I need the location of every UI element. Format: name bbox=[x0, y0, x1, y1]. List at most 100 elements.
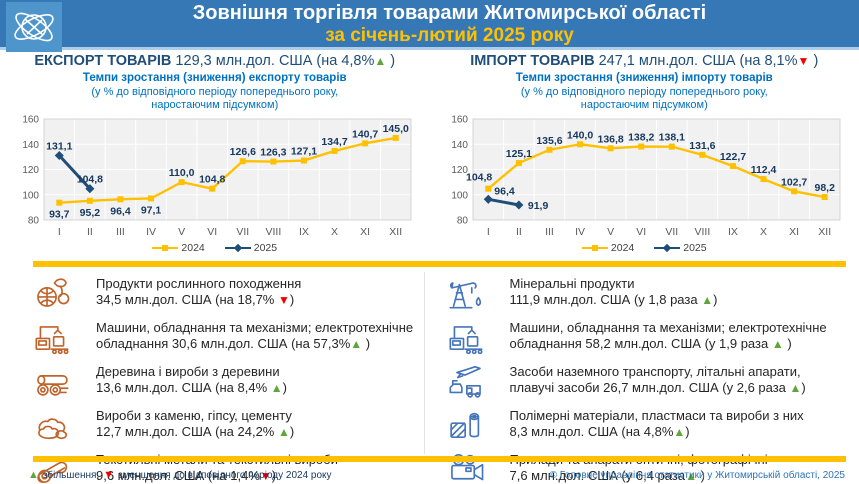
legend-2024: 2024 bbox=[581, 242, 635, 254]
trend-down-icon: ▼ bbox=[797, 54, 810, 68]
svg-text:V: V bbox=[607, 226, 614, 238]
svg-text:VI: VI bbox=[207, 226, 217, 238]
export-heading-title: ЕКСПОРТ ТОВАРІВ bbox=[34, 53, 172, 69]
import-product-list: Мінеральні продукти 111,9 млн.дол. США (у… bbox=[430, 270, 859, 484]
svg-text:135,6: 135,6 bbox=[537, 135, 563, 147]
svg-text:XI: XI bbox=[360, 226, 370, 238]
svg-text:VIII: VIII bbox=[695, 226, 711, 238]
svg-text:160: 160 bbox=[452, 115, 469, 126]
trend-down-icon: ▼ bbox=[259, 469, 272, 483]
svg-text:140: 140 bbox=[22, 140, 39, 151]
svg-text:104,8: 104,8 bbox=[466, 172, 492, 184]
product-name: Продукти рослинного походження bbox=[96, 275, 302, 291]
product-text: Мінеральні продукти 111,9 млн.дол. США (у… bbox=[488, 276, 718, 309]
banner-accent-strip bbox=[0, 47, 859, 50]
machinery-icon bbox=[444, 314, 488, 358]
svg-text:104,8: 104,8 bbox=[199, 174, 225, 186]
svg-text:110,0: 110,0 bbox=[169, 167, 195, 179]
product-name: Мінеральні продукти bbox=[509, 275, 635, 291]
product-value: 7,6 млн.дол. США (у 6,4 раза▲ ) bbox=[509, 468, 705, 483]
svg-text:145,0: 145,0 bbox=[382, 123, 408, 135]
export-heading: ЕКСПОРТ ТОВАРІВ 129,3 млн.дол. США (на 4… bbox=[0, 52, 430, 70]
svg-text:104,8: 104,8 bbox=[76, 174, 102, 186]
import-header: ІМПОРТ ТОВАРІВ 247,1 млн.дол. США (на 8,… bbox=[430, 52, 859, 112]
transport-icon bbox=[444, 358, 488, 402]
trend-up-icon: ▲ bbox=[771, 337, 784, 351]
copyright-text: © Головне управління статистики у Житоми… bbox=[549, 469, 845, 481]
svg-text:98,2: 98,2 bbox=[815, 182, 836, 194]
product-text: Машини, обладнання та механізми; електро… bbox=[488, 320, 827, 353]
title-banner: Зовнішня торгівля товарами Житомирської … bbox=[0, 0, 859, 47]
svg-text:102,7: 102,7 bbox=[781, 176, 807, 188]
legend-2024-label: 2024 bbox=[610, 242, 635, 254]
export-heading-value: 129,3 млн.дол. США (на 4,8% bbox=[171, 53, 375, 69]
legend-2025: 2025 bbox=[654, 242, 707, 254]
footer-legend-up-label: збільшення, bbox=[42, 469, 100, 481]
svg-text:VI: VI bbox=[636, 226, 646, 238]
svg-text:XII: XII bbox=[819, 226, 832, 238]
product-text: Деревина і вироби з деревини 13,6 млн.дол… bbox=[74, 364, 287, 397]
import-heading-title: ІМПОРТ ТОВАРІВ bbox=[470, 53, 595, 69]
page-subtitle: за січень-лютий 2025 року bbox=[325, 25, 574, 46]
footer-trend-legend: ▲ збільшення, ▼ зменшення до відповідног… bbox=[28, 468, 332, 481]
svg-text:II: II bbox=[87, 226, 93, 238]
product-item: Засоби наземного транспорту, літальні ап… bbox=[444, 358, 859, 402]
svg-text:IX: IX bbox=[299, 226, 309, 238]
product-item: Машини, обладнання та механізми; електро… bbox=[444, 314, 859, 358]
product-value: обладнання 30,6 млн.дол. США (на 57,3%▲ … bbox=[96, 336, 371, 351]
legend-2025: 2025 bbox=[224, 242, 278, 254]
svg-text:IV: IV bbox=[575, 226, 585, 238]
svg-text:136,8: 136,8 bbox=[598, 133, 624, 145]
import-chart-title: Темпи зростання (зниження) імпорту товар… bbox=[515, 72, 773, 84]
banner-titles: Зовнішня торгівля товарами Житомирської … bbox=[70, 1, 829, 47]
product-text: Машини, обладнання та механізми; електро… bbox=[74, 320, 413, 353]
column-divider bbox=[424, 272, 425, 454]
product-item: Продукти рослинного походження 34,5 млн.д… bbox=[30, 270, 430, 314]
product-name: Засоби наземного транспорту, літальні ап… bbox=[509, 363, 801, 379]
svg-text:I: I bbox=[487, 226, 490, 238]
svg-text:VII: VII bbox=[666, 226, 679, 238]
export-header: ЕКСПОРТ ТОВАРІВ 129,3 млн.дол. США (на 4… bbox=[0, 52, 430, 112]
svg-text:126,6: 126,6 bbox=[229, 146, 255, 158]
svg-text:IV: IV bbox=[146, 226, 156, 238]
svg-text:100: 100 bbox=[452, 190, 469, 201]
trend-up-icon: ▲ bbox=[685, 469, 697, 483]
svg-text:X: X bbox=[331, 226, 338, 238]
svg-text:160: 160 bbox=[22, 115, 39, 126]
svg-text:X: X bbox=[760, 226, 767, 238]
trend-up-icon: ▲ bbox=[277, 425, 290, 439]
import-chart-legend: 2024 2025 bbox=[430, 242, 859, 254]
svg-text:131,1: 131,1 bbox=[46, 140, 72, 152]
export-section: ЕКСПОРТ ТОВАРІВ 129,3 млн.дол. США (на 4… bbox=[0, 52, 430, 254]
svg-text:100: 100 bbox=[22, 190, 39, 201]
svg-text:140: 140 bbox=[452, 140, 469, 151]
product-text: Продукти рослинного походження 34,5 млн.д… bbox=[74, 276, 301, 309]
product-item: Мінеральні продукти 111,9 млн.дол. США (у… bbox=[444, 270, 859, 314]
svg-text:III: III bbox=[116, 226, 125, 238]
product-value: 13,6 млн.дол. США (на 8,4% ▲) bbox=[96, 380, 287, 395]
svg-text:80: 80 bbox=[28, 216, 40, 227]
product-name: Вироби з каменю, гіпсу, цементу bbox=[96, 407, 292, 423]
product-value: 34,5 млн.дол. США (на 18,7% ▼) bbox=[96, 292, 295, 307]
svg-text:III: III bbox=[545, 226, 554, 238]
export-chart-note1: (у % до відповідного періоду попередньог… bbox=[91, 86, 339, 98]
legend-2024: 2024 bbox=[152, 242, 205, 254]
globe-orbit-icon bbox=[14, 12, 54, 42]
product-name: Деревина і вироби з деревини bbox=[96, 363, 280, 379]
series-2024-marker-icon bbox=[581, 245, 608, 251]
export-chart-note2: наростаючим підсумком) bbox=[151, 99, 279, 111]
import-chart-note2: наростаючим підсумком) bbox=[580, 99, 708, 111]
trend-down-icon: ▼ bbox=[103, 468, 115, 481]
trend-up-icon: ▲ bbox=[270, 381, 283, 395]
svg-text:93,7: 93,7 bbox=[49, 209, 70, 221]
export-product-list: Продукти рослинного походження 34,5 млн.д… bbox=[0, 270, 430, 484]
svg-text:96,4: 96,4 bbox=[495, 185, 516, 197]
polymer-icon bbox=[444, 402, 488, 446]
product-text: Засоби наземного транспорту, літальні ап… bbox=[488, 364, 806, 397]
page-title: Зовнішня торгівля товарами Житомирської … bbox=[192, 2, 707, 24]
svg-text:138,2: 138,2 bbox=[628, 132, 654, 144]
svg-text:125,1: 125,1 bbox=[506, 148, 532, 160]
svg-text:126,3: 126,3 bbox=[260, 147, 286, 159]
legend-2025-label: 2025 bbox=[253, 242, 278, 254]
